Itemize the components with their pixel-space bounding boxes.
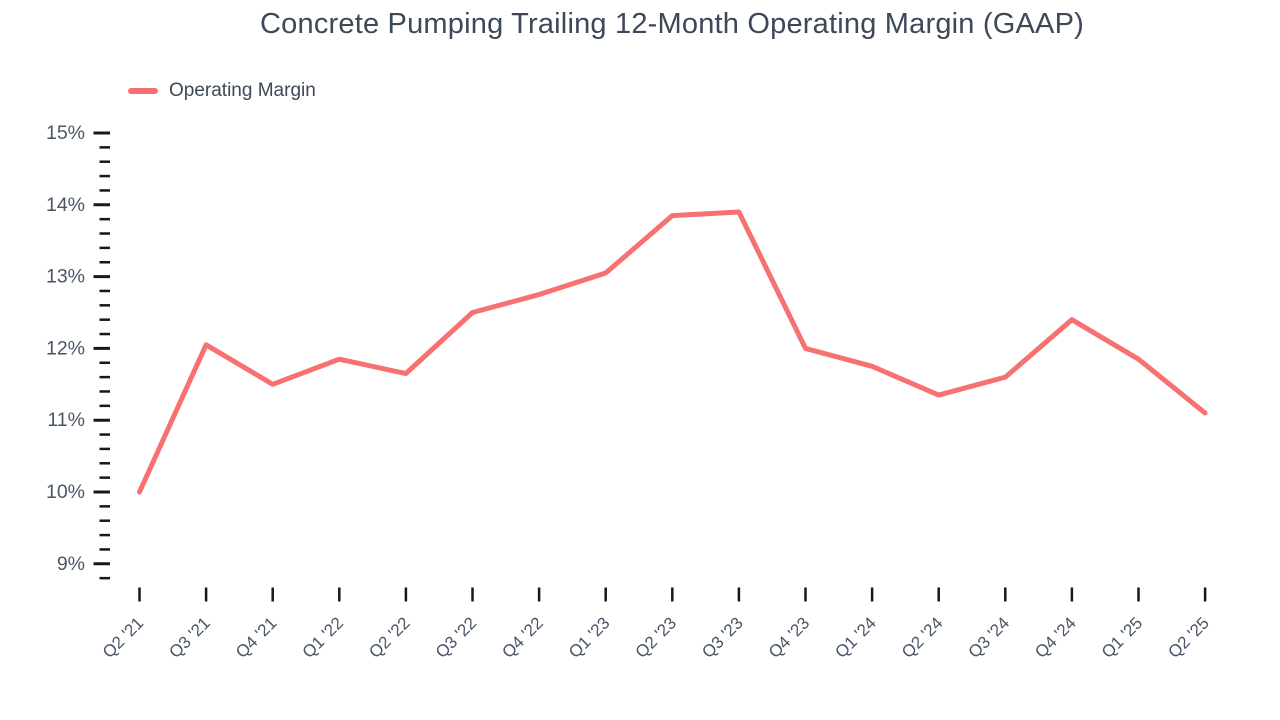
legend: Operating Margin bbox=[128, 80, 316, 102]
x-axis-label: Q2 '21 bbox=[99, 613, 147, 661]
x-axis-label: Q1 '22 bbox=[299, 613, 347, 661]
x-axis-label: Q4 '23 bbox=[765, 613, 813, 661]
legend-label: Operating Margin bbox=[169, 80, 316, 101]
operating-margin-line bbox=[137, 209, 1208, 495]
x-axis-label: Q2 '25 bbox=[1164, 613, 1212, 661]
x-axis-label: Q1 '24 bbox=[831, 613, 879, 661]
x-axis-label: Q3 '21 bbox=[165, 613, 213, 661]
x-axis-label: Q3 '22 bbox=[432, 613, 480, 661]
x-axis-label: Q4 '24 bbox=[1031, 613, 1079, 661]
y-axis-label: 10% bbox=[46, 481, 85, 503]
y-axis-label: 15% bbox=[46, 122, 85, 144]
x-axis-label: Q1 '25 bbox=[1098, 613, 1146, 661]
y-axis-label: 13% bbox=[46, 266, 85, 288]
chart-title: Concrete Pumping Trailing 12-Month Opera… bbox=[260, 8, 1084, 40]
x-axis-label: Q4 '22 bbox=[498, 613, 546, 661]
y-axis-label: 12% bbox=[46, 337, 85, 359]
y-axis-label: 9% bbox=[57, 553, 85, 575]
x-axis-label: Q3 '23 bbox=[698, 613, 746, 661]
x-axis-label: Q1 '23 bbox=[565, 613, 613, 661]
x-axis-label: Q4 '21 bbox=[232, 613, 280, 661]
legend-line-swatch bbox=[128, 88, 158, 94]
x-axis-label: Q2 '24 bbox=[898, 613, 946, 661]
x-axis-label: Q2 '22 bbox=[365, 613, 413, 661]
x-axis-label: Q2 '23 bbox=[632, 613, 680, 661]
y-axis-label: 14% bbox=[46, 194, 85, 216]
x-axis-label: Q3 '24 bbox=[965, 613, 1013, 661]
y-axis-label: 11% bbox=[47, 409, 85, 431]
